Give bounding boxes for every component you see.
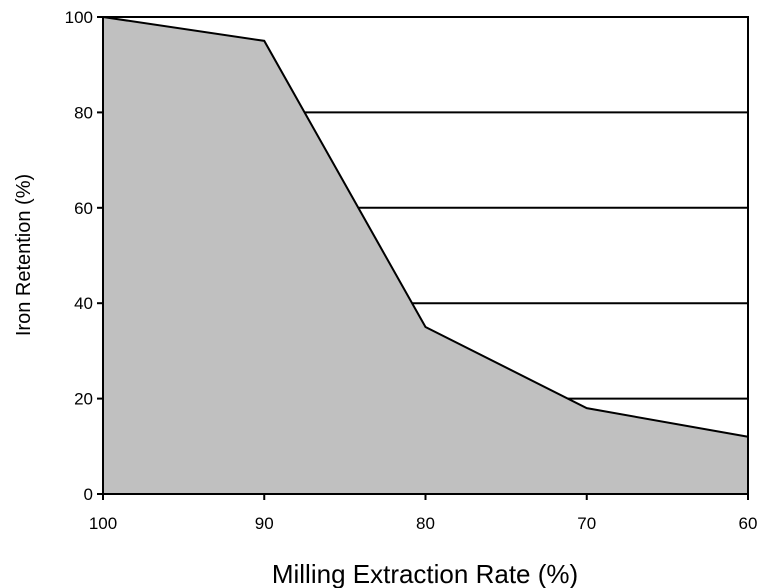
y-tick-label-40: 40: [74, 294, 93, 313]
y-tick-label-0: 0: [84, 485, 93, 504]
x-tick-label-60: 60: [739, 514, 758, 533]
area-line: [102, 16, 749, 438]
x-axis-label: Milling Extraction Rate (%): [272, 559, 578, 588]
x-tick-label-90: 90: [255, 514, 274, 533]
x-axis: 100 90 80 70 60: [89, 494, 758, 533]
y-axis: 0 20 40 60 80 100: [65, 8, 103, 504]
y-tick-label-100: 100: [65, 8, 93, 27]
y-tick-label-80: 80: [74, 103, 93, 122]
x-tick-label-70: 70: [577, 514, 596, 533]
y-axis-label: Iron Retention (%): [13, 174, 35, 336]
area-fill: [103, 17, 748, 494]
y-tick-label-60: 60: [74, 199, 93, 218]
y-tick-label-20: 20: [74, 390, 93, 409]
x-tick-label-100: 100: [89, 514, 117, 533]
x-tick-label-80: 80: [416, 514, 435, 533]
plot-area: [102, 16, 749, 494]
